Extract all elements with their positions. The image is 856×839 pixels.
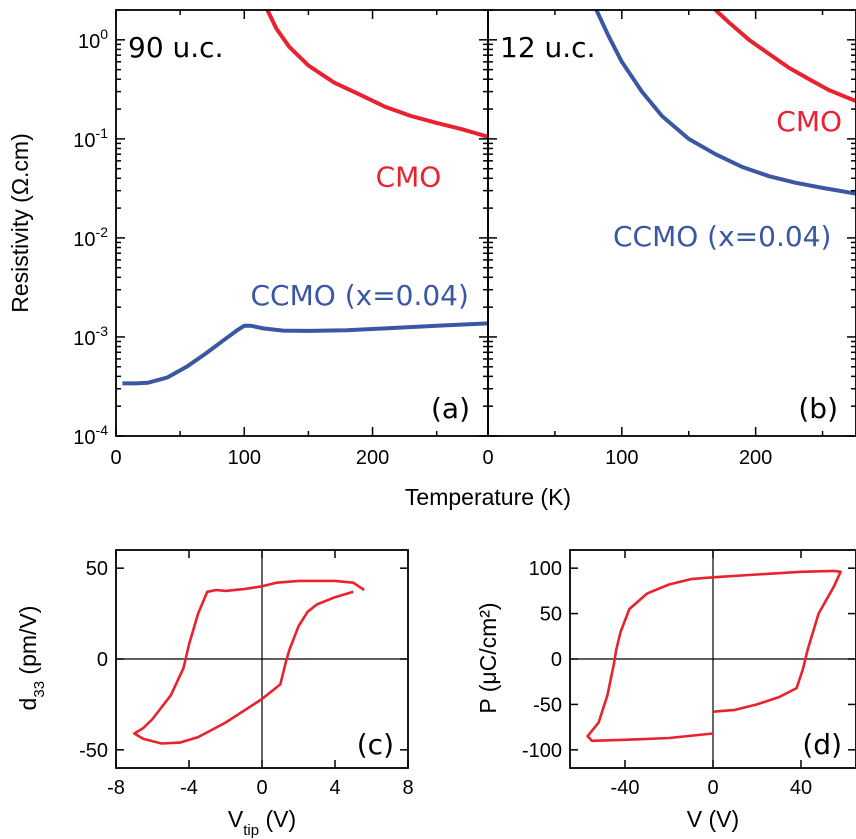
y-axis-title-d: P (μC/cm²)	[475, 602, 501, 713]
series-line-cmo	[714, 10, 856, 104]
series-label-ccmo: CCMO (x=0.04)	[251, 279, 469, 312]
y-tick-label: 0	[97, 649, 108, 671]
y-axis-title: Resistivity (Ω.cm)	[7, 133, 33, 312]
x-tick-label: 40	[790, 777, 812, 799]
panel-label: (b)	[798, 392, 838, 425]
x-tick-label: 100	[605, 447, 638, 469]
thickness-label: 90 u.c.	[128, 31, 223, 64]
y-tick-label: 10-1	[73, 125, 108, 152]
x-tick-label: -8	[107, 777, 125, 799]
series-label-cmo: CMO	[776, 105, 842, 138]
hysteresis-loop	[586, 569, 842, 743]
series-line-cmo	[265, 10, 488, 139]
y-tick-label: 10-3	[73, 323, 108, 350]
y-tick-label: 50	[86, 558, 108, 580]
x-tick-label: 200	[356, 447, 389, 469]
x-axis-title: Temperature (K)	[405, 484, 571, 510]
x-tick-label: 200	[739, 447, 772, 469]
series-label-cmo: CMO	[376, 161, 442, 194]
x-tick-label: -40	[611, 777, 640, 799]
x-tick-label: 8	[402, 777, 413, 799]
x-tick-label: 4	[329, 777, 340, 799]
y-tick-label: -100	[522, 740, 562, 762]
y-tick-label: -50	[79, 740, 108, 762]
x-tick-label: 0	[707, 777, 718, 799]
plot-frame	[569, 549, 856, 769]
series-line-ccmo	[594, 10, 856, 196]
x-tick-label: 0	[256, 777, 267, 799]
thickness-label: 12 u.c.	[500, 31, 595, 64]
series-line-ccmo	[122, 321, 488, 386]
plot-frame	[115, 549, 409, 769]
y-tick-label: 10-2	[73, 224, 108, 251]
series-label-ccmo: CCMO (x=0.04)	[613, 220, 831, 253]
y-tick-label: 50	[540, 604, 562, 626]
x-tick-label: 100	[228, 447, 261, 469]
panel-label: (d)	[802, 728, 842, 761]
plot-frame	[115, 9, 489, 437]
x-tick-label: 0	[482, 447, 493, 469]
y-tick-label: 100	[529, 558, 562, 580]
y-tick-label: -50	[533, 694, 562, 716]
plot-frame	[487, 9, 856, 437]
hysteresis-loop	[133, 579, 365, 745]
x-axis-title-c: Vtip (V)	[228, 806, 296, 839]
y-axis-title-c: d33 (pm/V)	[15, 606, 48, 711]
x-tick-label: -4	[180, 777, 198, 799]
y-tick-label: 0	[551, 649, 562, 671]
x-tick-label: 0	[110, 447, 121, 469]
panel-label: (c)	[357, 728, 394, 761]
y-tick-label: 10-4	[73, 422, 108, 449]
x-axis-title-d: V (V)	[687, 806, 739, 832]
y-tick-label: 100	[78, 26, 108, 53]
panel-label: (a)	[431, 392, 470, 425]
